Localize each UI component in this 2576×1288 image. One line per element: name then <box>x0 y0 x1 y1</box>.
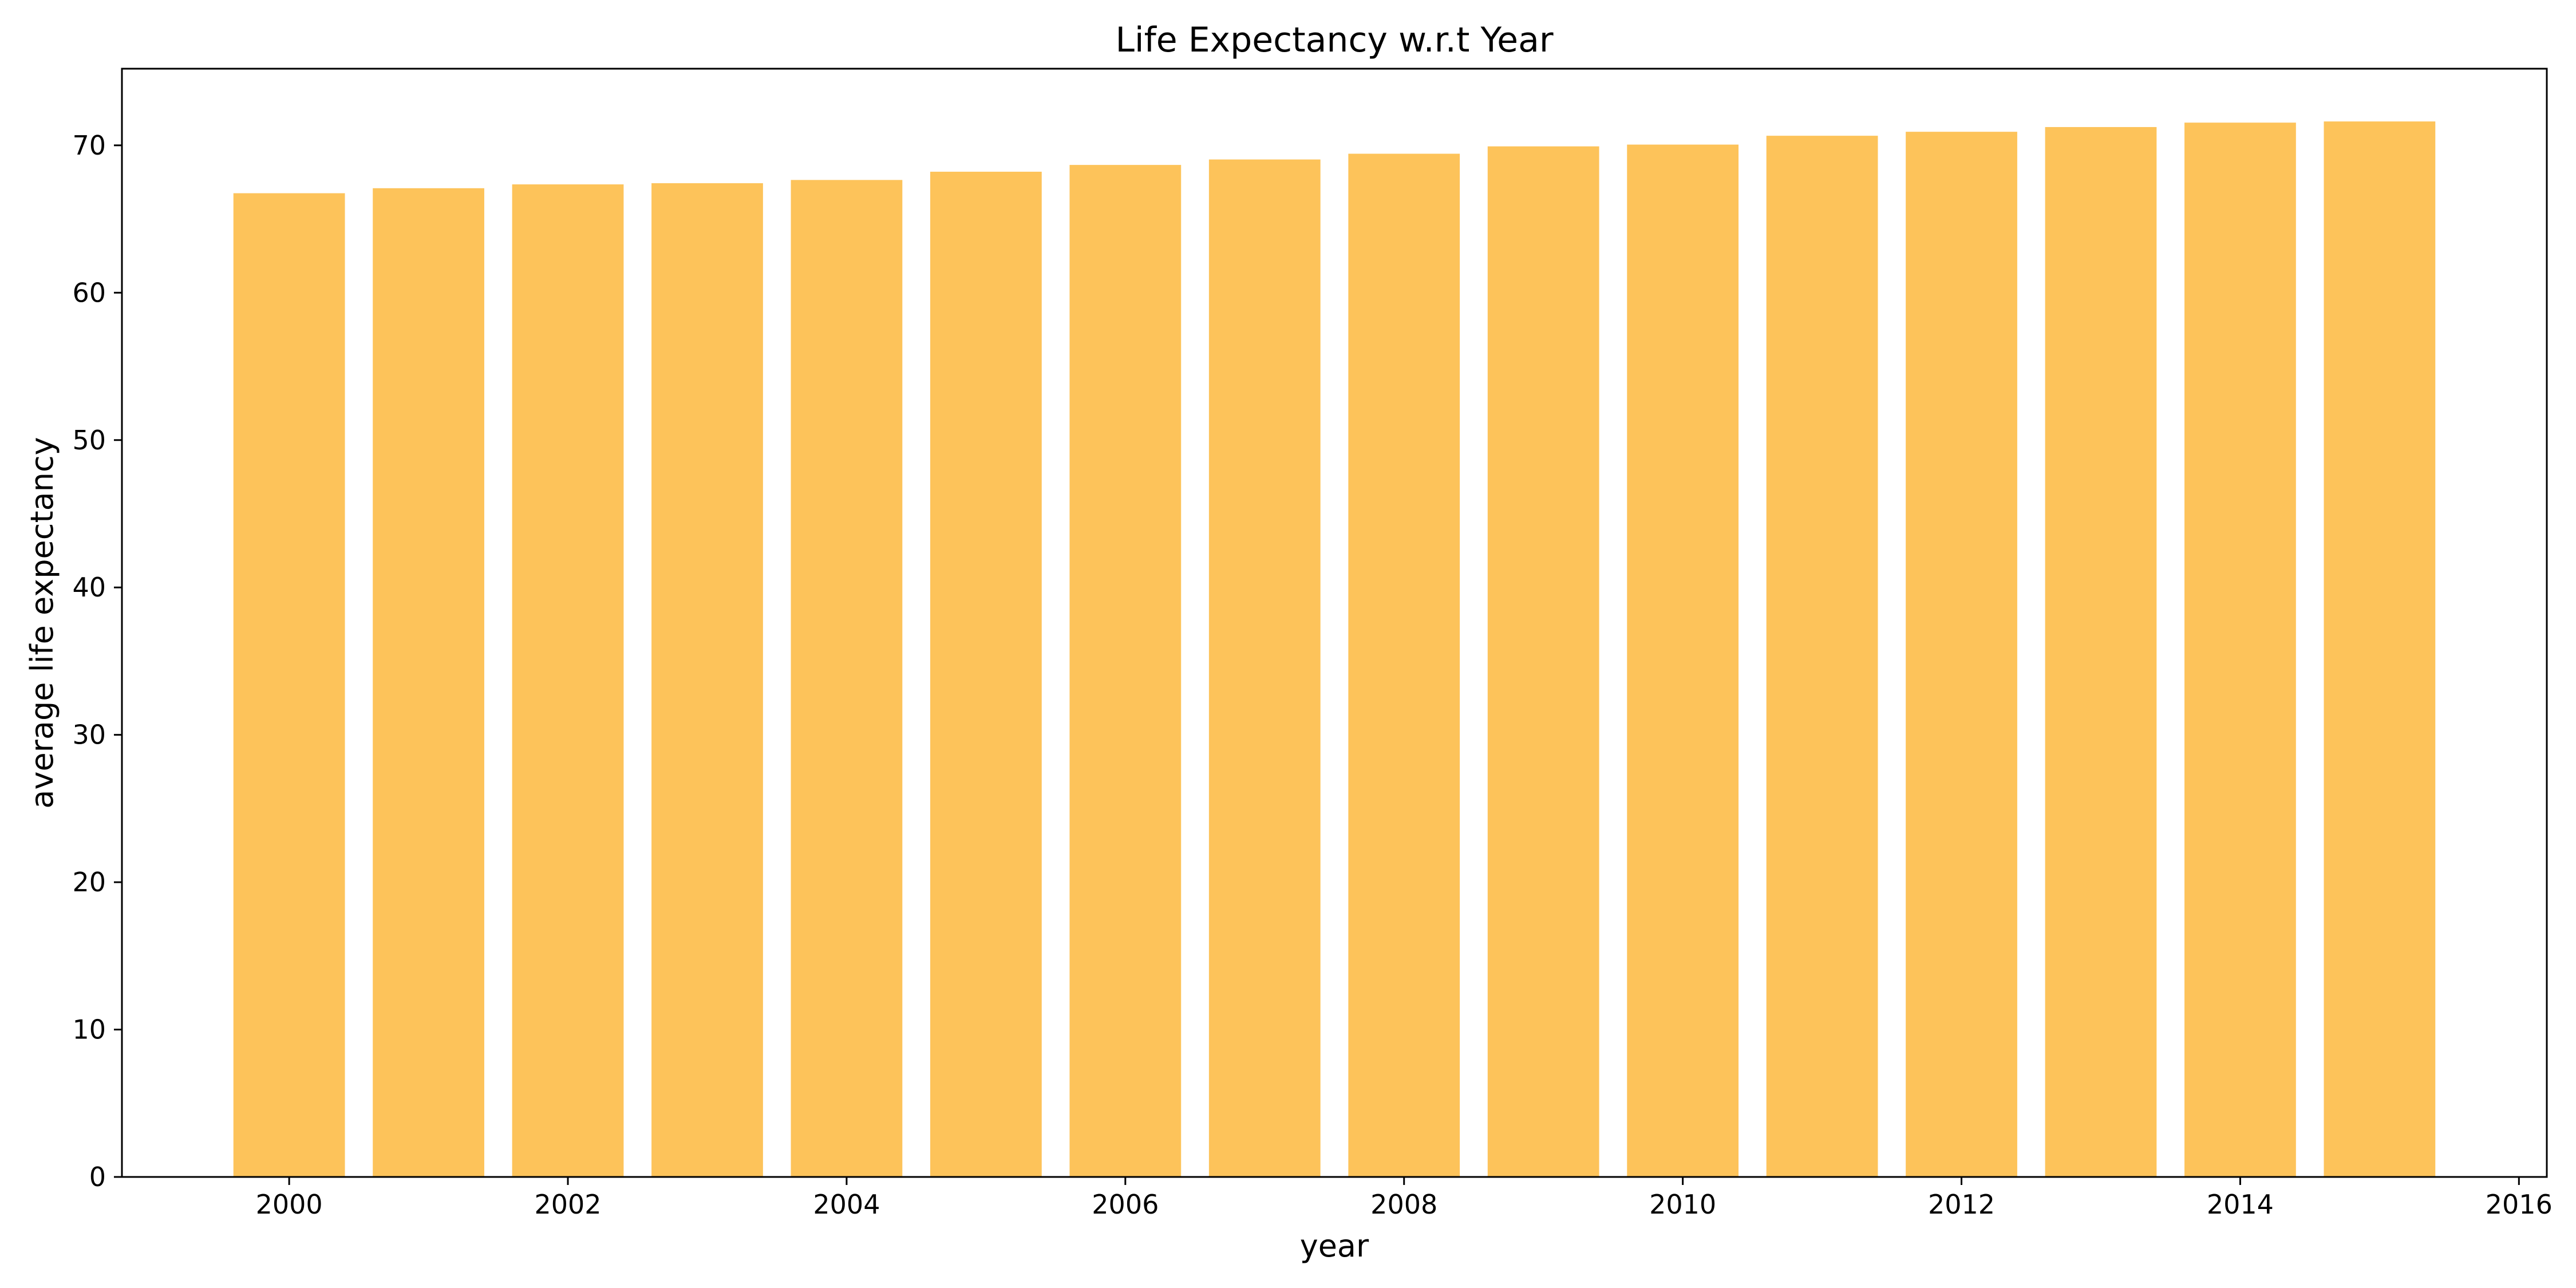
chart-title: Life Expectancy w.r.t Year <box>1116 20 1554 60</box>
y-tick-label: 20 <box>72 867 106 898</box>
x-tick-label: 2004 <box>813 1189 880 1220</box>
bar-2015 <box>2324 121 2436 1177</box>
plot-frame <box>121 68 2548 1178</box>
y-tick-label: 10 <box>72 1014 106 1045</box>
y-tick-label: 70 <box>72 130 106 161</box>
x-axis-label: year <box>1300 1228 1369 1264</box>
bars-layer <box>233 121 2436 1178</box>
y-tick-label: 50 <box>72 425 106 456</box>
bar-2011 <box>1766 136 1878 1177</box>
x-tick-label: 2002 <box>534 1189 601 1220</box>
x-tick-label: 2010 <box>1649 1189 1716 1220</box>
bar-2014 <box>2184 123 2296 1177</box>
bar-2008 <box>1348 153 1460 1177</box>
bar-2002 <box>512 184 624 1178</box>
y-axis-label: average life expectancy <box>24 437 60 808</box>
bar-2001 <box>373 188 484 1178</box>
bar-2005 <box>930 171 1042 1177</box>
x-tick-label: 2016 <box>2486 1189 2553 1220</box>
bar-2007 <box>1208 159 1321 1178</box>
bar-2012 <box>1906 132 2017 1177</box>
bar-2004 <box>791 180 903 1178</box>
y-tick-label: 40 <box>72 572 106 603</box>
bar-2000 <box>233 193 345 1178</box>
bar-2010 <box>1627 144 1739 1178</box>
bar-2006 <box>1069 165 1182 1177</box>
x-tick-label: 2006 <box>1092 1189 1159 1220</box>
bar-2003 <box>651 183 763 1178</box>
x-axis-ticks: 2000 2002 2004 2006 2008 2010 2012 2014 2016 <box>256 1177 2553 1220</box>
bar-2009 <box>1487 146 1599 1178</box>
y-tick-label: 60 <box>72 277 106 308</box>
x-tick-label: 2000 <box>256 1189 323 1220</box>
bar-2013 <box>2045 127 2157 1177</box>
x-tick-label: 2014 <box>2207 1189 2274 1220</box>
y-tick-label: 0 <box>89 1161 106 1192</box>
x-tick-label: 2008 <box>1370 1189 1437 1220</box>
y-axis-ticks: 0 10 20 30 40 50 60 70 <box>72 130 122 1192</box>
y-tick-label: 30 <box>72 720 106 750</box>
x-tick-label: 2012 <box>1928 1189 1995 1220</box>
